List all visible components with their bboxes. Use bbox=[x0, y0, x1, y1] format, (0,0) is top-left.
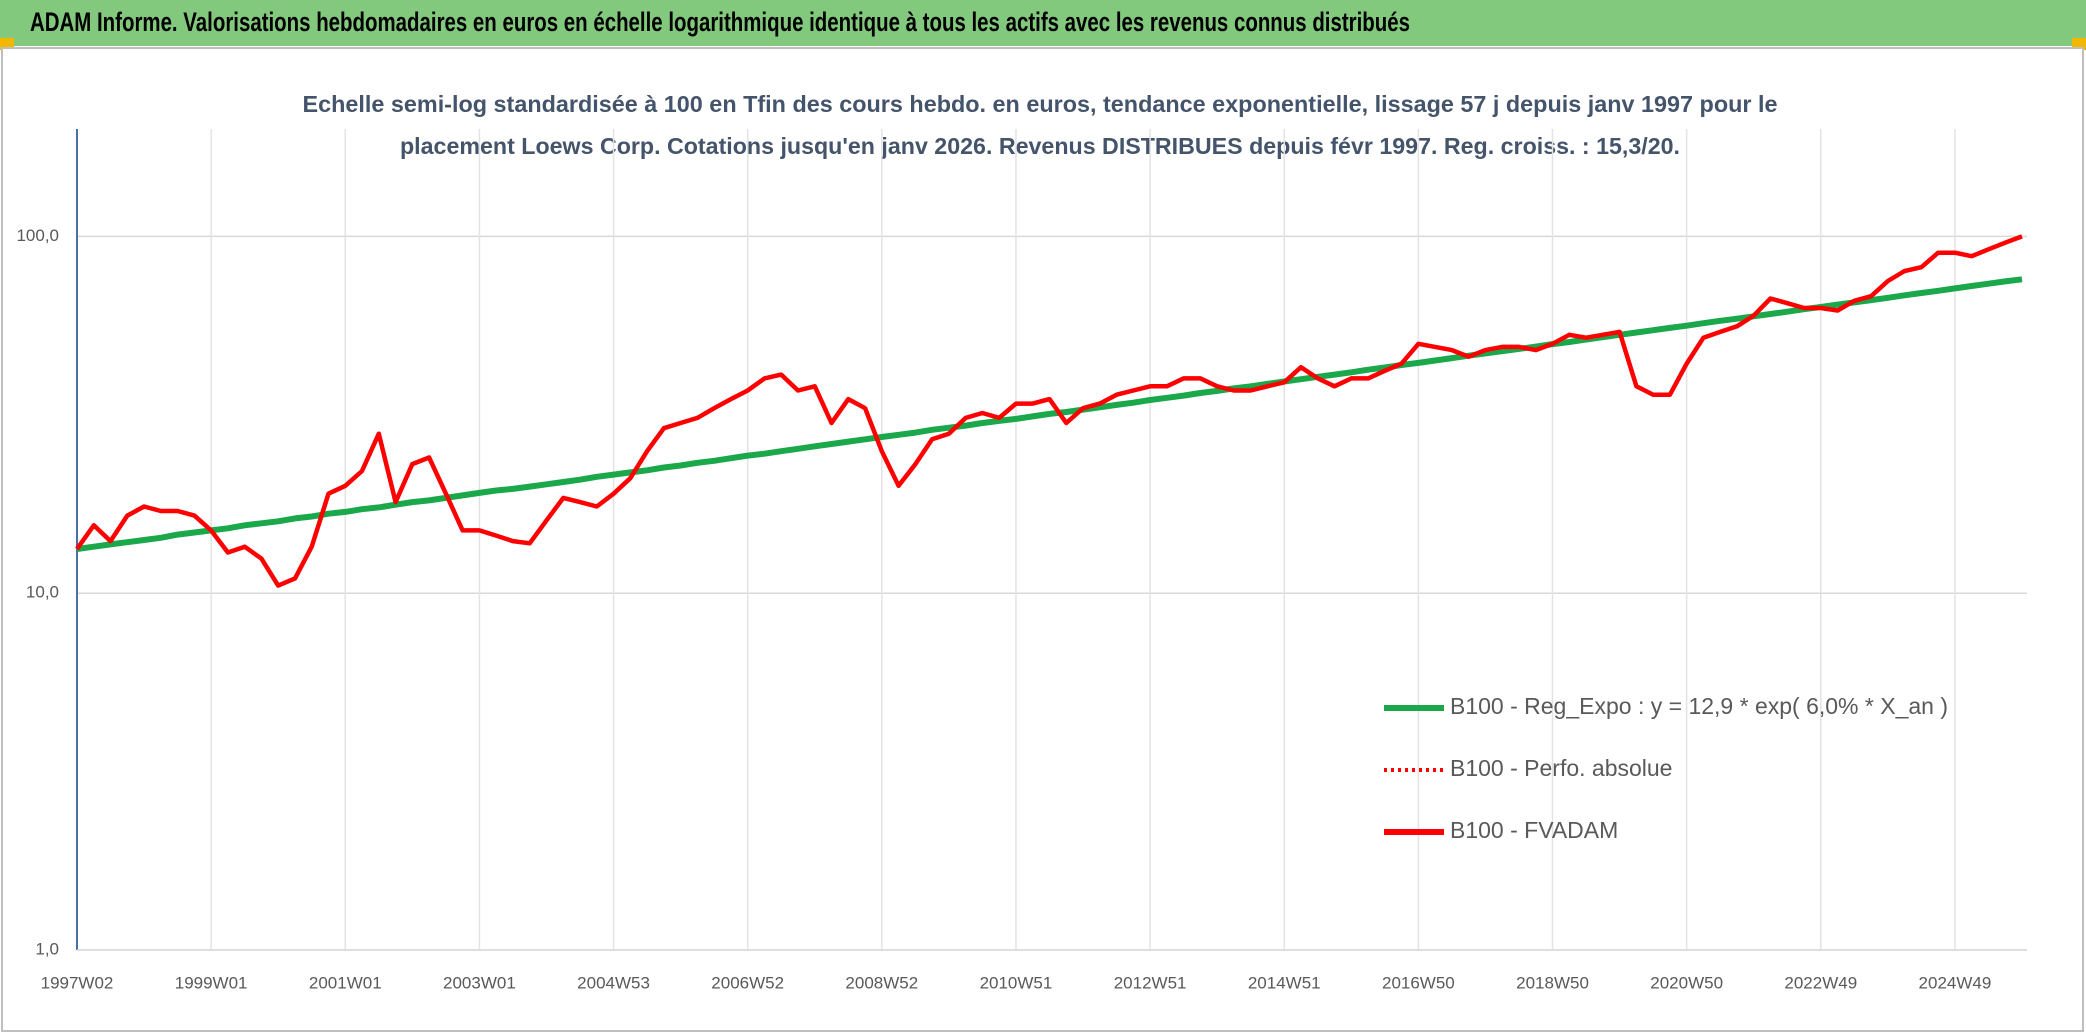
series-line bbox=[75, 234, 2023, 588]
x-tick-label: 2010W51 bbox=[980, 973, 1053, 992]
chart-title: ADAM Informe. Valorisations hebdomadaire… bbox=[30, 7, 1410, 37]
x-tick-label: 2016W50 bbox=[1382, 973, 1455, 992]
legend-label: B100 - Perfo. absolue bbox=[1450, 755, 1672, 781]
y-tick-label: 100,0 bbox=[16, 226, 59, 245]
x-tick-label: 2020W50 bbox=[1650, 973, 1723, 992]
x-tick-label: 2018W50 bbox=[1516, 973, 1589, 992]
x-tick-label: 2008W52 bbox=[845, 973, 918, 992]
x-tick-label: 2012W51 bbox=[1114, 973, 1187, 992]
x-tick-label: 2024W49 bbox=[1919, 973, 1992, 992]
x-tick-label: 2004W53 bbox=[577, 973, 650, 992]
y-tick-label: 10,0 bbox=[26, 583, 59, 602]
x-tick-label: 2006W52 bbox=[711, 973, 784, 992]
x-tick-label: 1997W02 bbox=[41, 973, 114, 992]
x-tick-label: 2022W49 bbox=[1784, 973, 1857, 992]
x-tick-label: 2003W01 bbox=[443, 973, 516, 992]
x-tick-label: 2001W01 bbox=[309, 973, 382, 992]
chart-subtitle: placement Loews Corp. Cotations jusqu'en… bbox=[400, 133, 1680, 159]
x-tick-label: 1999W01 bbox=[175, 973, 248, 992]
legend-label: B100 - Reg_Expo : y = 12,9 * exp( 6,0% *… bbox=[1450, 693, 1948, 719]
y-tick-label: 1,0 bbox=[35, 939, 59, 958]
chart-frame bbox=[1, 47, 2084, 1032]
x-tick-label: 2014W51 bbox=[1248, 973, 1321, 992]
header-bar bbox=[0, 0, 2086, 46]
series-line bbox=[76, 276, 2023, 552]
chart-subtitle: Echelle semi-log standardisée à 100 en T… bbox=[303, 91, 1778, 117]
legend-label: B100 - FVADAM bbox=[1450, 817, 1618, 843]
